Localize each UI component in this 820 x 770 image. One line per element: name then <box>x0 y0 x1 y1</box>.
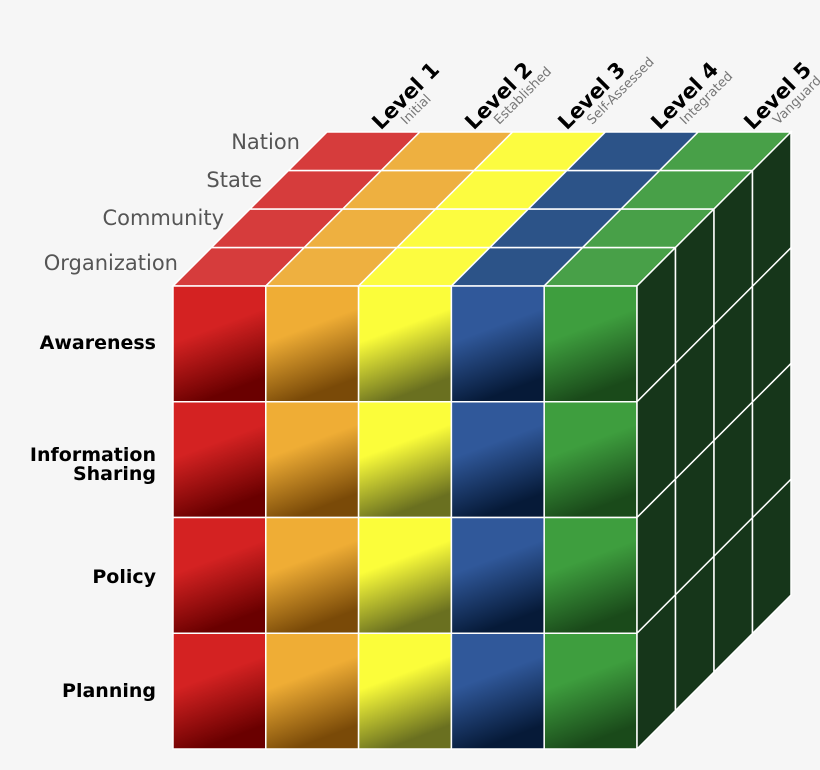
front-cell-level-2-row-1 <box>265 285 360 403</box>
front-cell-level-1-row-1 <box>172 285 267 403</box>
row-label-awareness: Awareness <box>39 332 156 354</box>
front-cell-level-2-row-2 <box>265 401 360 519</box>
front-cell-level-5-row-2 <box>543 401 638 519</box>
front-cell-level-5-row-3 <box>543 516 638 634</box>
row-label-information-sharing: Information Sharing <box>29 444 156 485</box>
front-cell-level-5-row-1 <box>543 285 638 403</box>
front-cell-level-3-row-2 <box>357 401 453 519</box>
depth-label-state: State <box>206 168 262 192</box>
front-cell-level-4-row-3 <box>450 516 545 634</box>
depth-label-community: Community <box>102 206 224 230</box>
depth-label-nation: Nation <box>231 130 300 154</box>
front-cell-level-1-row-4 <box>172 632 267 750</box>
row-label-policy: Policy <box>92 566 156 588</box>
front-cell-level-1-row-2 <box>172 401 267 519</box>
front-cell-level-4-row-1 <box>450 285 545 403</box>
front-cell-level-4-row-2 <box>450 401 545 519</box>
front-cell-level-2-row-4 <box>265 632 360 750</box>
front-cell-level-5-row-4 <box>543 632 638 750</box>
side-cell <box>751 477 792 636</box>
front-cell-level-4-row-4 <box>450 632 545 750</box>
front-cell-level-2-row-3 <box>265 516 360 634</box>
front-cell-level-1-row-3 <box>172 516 267 634</box>
front-cell-level-3-row-1 <box>357 285 453 403</box>
front-cell-level-3-row-4 <box>357 632 453 750</box>
front-cell-level-3-row-3 <box>357 516 453 634</box>
depth-label-organization: Organization <box>43 251 178 275</box>
row-label-planning: Planning <box>62 680 156 702</box>
